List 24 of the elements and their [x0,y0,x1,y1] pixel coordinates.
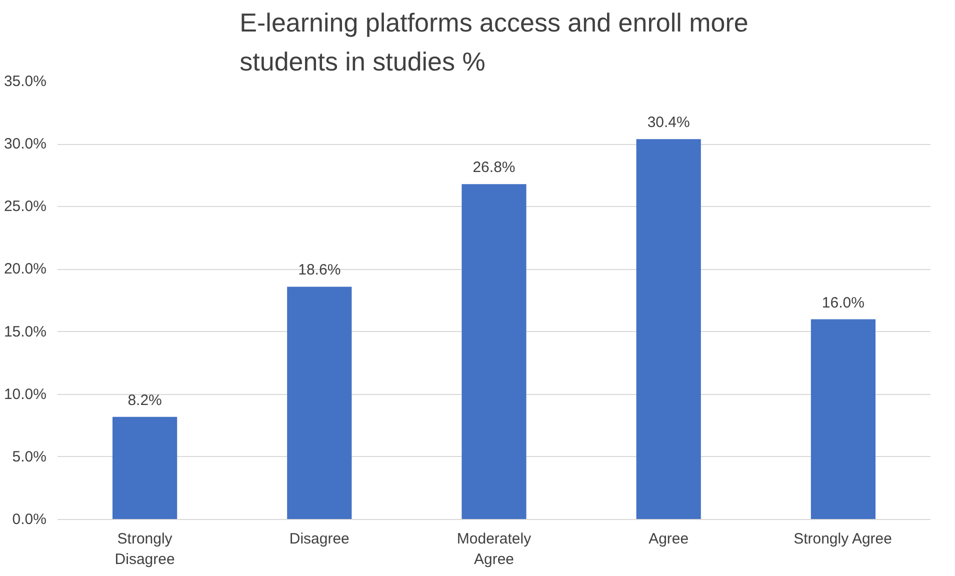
x-tick-label: Strongly Disagree [114,530,175,568]
y-tick-label: 5.0% [12,448,47,466]
data-label: 8.2% [128,392,162,409]
y-tick-label: 25.0% [4,198,47,216]
y-tick-label: 0.0% [12,511,47,528]
data-label: 26.8% [472,159,516,176]
bar [112,416,178,520]
y-tick-label: 30.0% [4,136,47,153]
bar [636,139,701,520]
y-tick-label: 20.0% [4,260,47,278]
bar [287,286,352,520]
bar [810,319,876,520]
bar [462,184,526,520]
y-tick-label: 10.0% [4,386,47,403]
x-tick-label: Agree [648,530,689,548]
x-tick-label: Disagree [289,530,350,548]
chart-title: E-learning platforms access and enroll more students in studies % [240,8,748,76]
y-tick-label: 15.0% [4,323,47,340]
y-tick-label: 35.0% [4,73,47,90]
x-tick-label: Moderately Agree [456,530,532,568]
data-label: 18.6% [298,262,341,279]
x-tick-label: Strongly Agree [794,530,892,548]
data-label: 16.0% [822,294,864,312]
data-label: 30.4% [647,114,690,132]
